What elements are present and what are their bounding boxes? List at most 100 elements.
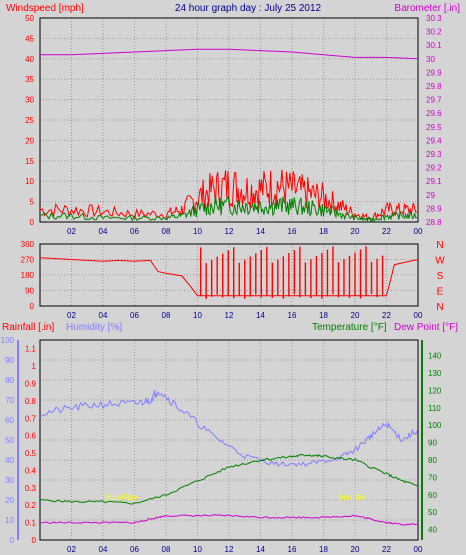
- wind-x-tick-label: 16: [288, 227, 297, 236]
- rainfall-y-tick-label: 1: [32, 362, 37, 371]
- wind-y-tick-label: 15: [25, 157, 34, 166]
- weather-x-tick-label: 22: [382, 545, 391, 554]
- direction-x-tick-label: 02: [67, 311, 76, 320]
- direction-x-tick-label: 18: [319, 311, 328, 320]
- weather-x-tick-label: 10: [193, 545, 202, 554]
- weather-x-tick-label: 02: [67, 545, 76, 554]
- wind-x-tick-label: 22: [382, 227, 391, 236]
- humidity-y-tick-label: 70: [5, 396, 14, 405]
- temperature-y-tick-label: 90: [428, 439, 437, 448]
- wind-x-tick-label: 18: [319, 227, 328, 236]
- rainfall-y-tick-label: 0.7: [25, 414, 37, 423]
- barometer-y-tick-label: 30.1: [426, 41, 442, 50]
- series-layer: [39, 48, 419, 526]
- wind-x-tick-label: 02: [67, 227, 76, 236]
- barometer-y-tick-label: 30: [426, 55, 435, 64]
- direction-x-tick-label: 20: [351, 311, 360, 320]
- weather-x-tick-label: 14: [256, 545, 265, 554]
- rainfall-y-tick-label: 0: [32, 536, 37, 545]
- humidity-y-tick-label: 60: [5, 416, 14, 425]
- barometer-y-tick-label: 28.9: [426, 204, 442, 213]
- temperature-y-tick-label: 110: [428, 404, 441, 413]
- direction-x-tick-label: 10: [193, 311, 202, 320]
- direction-y-tick-label: 180: [21, 271, 35, 280]
- temperature-axis-label: Temperature [°F]: [312, 322, 387, 333]
- barometer-y-tick-label: 30.2: [426, 28, 442, 37]
- direction-y-tick-label: 270: [21, 256, 35, 265]
- dewpoint-line: [39, 514, 418, 526]
- wind-direction-line: [39, 257, 419, 297]
- direction-x-tick-label: 16: [288, 311, 297, 320]
- chart-title: 24 hour graph day : July 25 2012: [175, 3, 322, 14]
- humidity-y-tick-label: 50: [5, 436, 14, 445]
- barometer-y-tick-label: 29.4: [426, 136, 442, 145]
- rainfall-y-tick-label: 0.8: [25, 397, 37, 406]
- humidity-y-tick-label: 100: [1, 336, 15, 345]
- barometer-y-tick-label: 29: [426, 191, 435, 200]
- rainfall-y-tick-label: 0.3: [25, 484, 37, 493]
- rainfall-y-tick-label: 0.2: [25, 501, 37, 510]
- wind-x-tick-label: 14: [256, 227, 265, 236]
- wind-y-tick-label: 35: [25, 75, 34, 84]
- humidity-y-tick-label: 90: [5, 356, 14, 365]
- wind-x-tick-label: 04: [99, 227, 108, 236]
- rainfall-y-tick-label: 0.1: [25, 519, 37, 528]
- temperature-y-tick-label: 60: [428, 491, 437, 500]
- direction-x-tick-label: 00: [414, 311, 423, 320]
- temperature-y-tick-label: 80: [428, 456, 437, 465]
- direction-compass-label: N: [436, 302, 443, 313]
- dewpoint-axis-label: Dew Point [°F]: [394, 322, 458, 333]
- rainfall-y-tick-label: 0.9: [25, 379, 37, 388]
- wind-x-tick-label: 10: [193, 227, 202, 236]
- direction-x-tick-label: 14: [256, 311, 265, 320]
- temperature-y-tick-label: 40: [428, 526, 437, 535]
- sunrise-annotation: Sun Rise: [105, 493, 138, 502]
- humidity-y-tick-label: 40: [5, 456, 14, 465]
- direction-x-tick-label: 06: [130, 311, 139, 320]
- humidity-y-tick-label: 0: [10, 536, 15, 545]
- temperature-line: [39, 453, 418, 505]
- direction-compass-label: E: [437, 287, 444, 298]
- wind-y-tick-label: 45: [25, 34, 34, 43]
- humidity-line: [39, 389, 418, 468]
- direction-x-tick-label: 04: [99, 311, 108, 320]
- direction-x-tick-label: 08: [162, 311, 171, 320]
- barometer-y-tick-label: 29.3: [426, 150, 442, 159]
- barometer-y-tick-label: 28.8: [426, 218, 442, 227]
- barometer-y-tick-label: 29.9: [426, 68, 442, 77]
- wind-y-tick-label: 30: [25, 96, 34, 105]
- temperature-y-tick-label: 100: [428, 421, 442, 430]
- weather-x-tick-label: 00: [414, 545, 423, 554]
- weather-x-tick-label: 20: [351, 545, 360, 554]
- wind-y-tick-label: 50: [25, 14, 34, 23]
- direction-y-tick-label: 90: [25, 287, 34, 296]
- barometer-y-tick-label: 30.3: [426, 14, 442, 23]
- temperature-y-tick-label: 70: [428, 473, 437, 482]
- wind-y-tick-label: 10: [25, 177, 34, 186]
- humidity-y-tick-label: 20: [5, 496, 14, 505]
- weather-x-tick-label: 04: [99, 545, 108, 554]
- sunset-annotation: Sun Set: [338, 493, 367, 502]
- tick-layer: 0510152025303540455028.828.92929.129.229…: [1, 14, 442, 554]
- wind-x-tick-label: 08: [162, 227, 171, 236]
- temperature-y-tick-label: 50: [428, 508, 437, 517]
- barometer-y-tick-label: 29.5: [426, 123, 442, 132]
- humidity-y-tick-label: 30: [5, 476, 14, 485]
- temperature-y-tick-label: 120: [428, 386, 442, 395]
- humidity-y-tick-label: 10: [5, 516, 14, 525]
- weather-x-tick-label: 18: [319, 545, 328, 554]
- barometer-y-tick-label: 29.8: [426, 82, 442, 91]
- rainfall-y-tick-label: 1.1: [25, 345, 37, 354]
- wind-axis-label: Windspeed [mph]: [6, 3, 84, 14]
- wind-y-tick-label: 20: [25, 136, 34, 145]
- temperature-y-tick-label: 130: [428, 369, 442, 378]
- weather-frame: [39, 339, 419, 541]
- windspeed-gust-line: [39, 169, 417, 221]
- weather-x-tick-label: 08: [162, 545, 171, 554]
- weather-x-tick-label: 16: [288, 545, 297, 554]
- barometer-axis-label: Barometer [.in]: [394, 3, 460, 14]
- barometer-line: [40, 48, 419, 60]
